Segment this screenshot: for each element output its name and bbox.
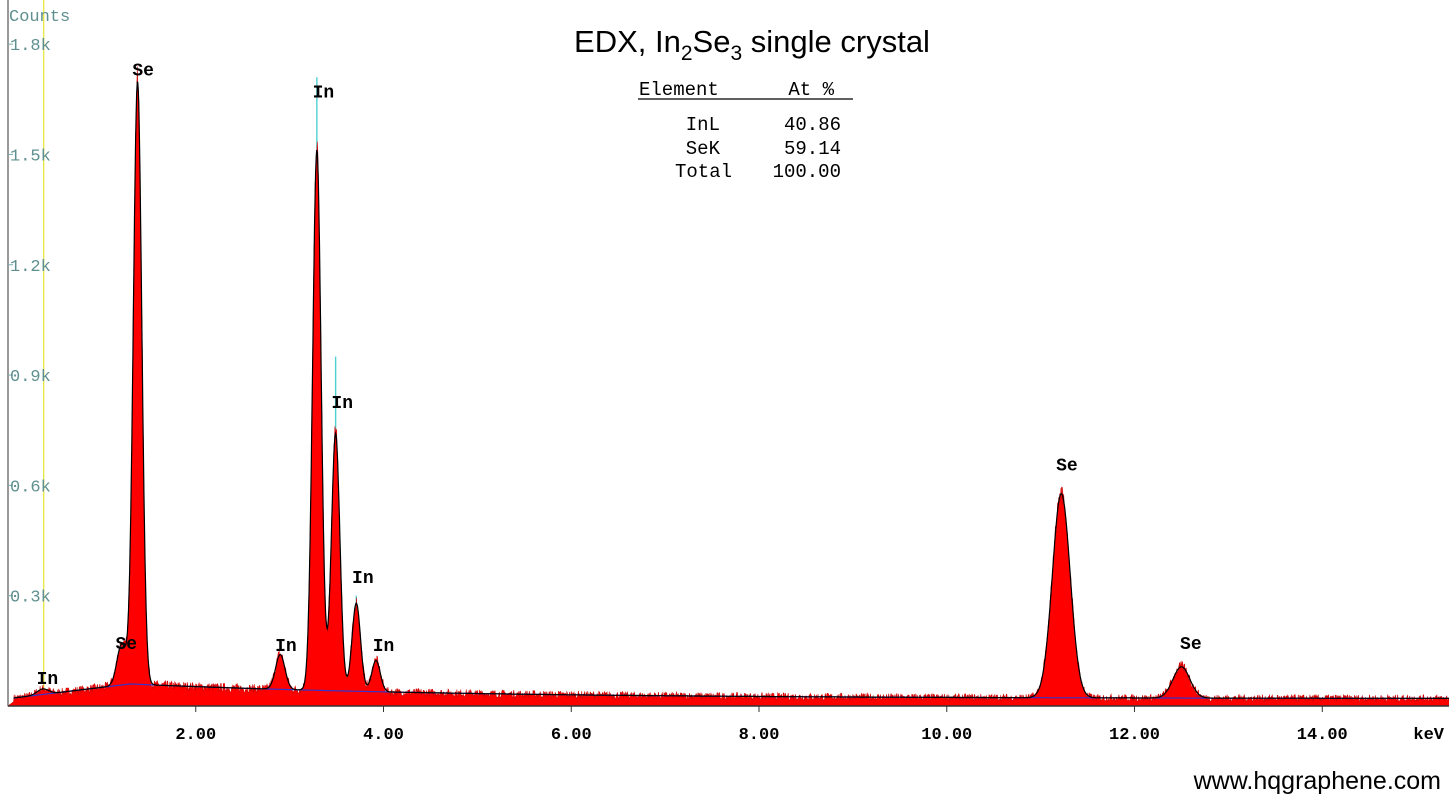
y-tick-label: 1.2k bbox=[10, 258, 51, 277]
y-ticks: 0.3k 0.6k 0.9k 1.2k 1.5k 1.8k bbox=[8, 37, 51, 608]
x-ticks: 2.00 4.00 6.00 8.00 10.00 12.00 14.00 bbox=[175, 706, 1348, 745]
peak-label: Se bbox=[1056, 457, 1078, 477]
peak-label: Se bbox=[115, 635, 137, 655]
x-tick-label: 6.00 bbox=[551, 726, 592, 745]
peak-label: Se bbox=[132, 61, 154, 81]
chart-title: EDX, In2Se3 single crystal bbox=[574, 24, 930, 65]
peak-labels: In Se Se In In In In In Se Se bbox=[37, 61, 1202, 690]
marker-lines bbox=[42, 0, 377, 706]
x-tick-label: 2.00 bbox=[175, 726, 216, 745]
table-row-element: SeK bbox=[686, 138, 721, 160]
y-tick-label: 0.6k bbox=[10, 478, 51, 497]
y-tick-label: 1.5k bbox=[10, 147, 51, 166]
peak-label: In bbox=[352, 569, 374, 589]
table-row-value: 40.86 bbox=[784, 114, 841, 136]
peak-fit-line bbox=[13, 81, 1449, 699]
table-header-element: Element bbox=[639, 79, 719, 101]
peak-label: In bbox=[37, 670, 59, 690]
table-row-value: 59.14 bbox=[784, 138, 841, 160]
peak-label: Se bbox=[1180, 635, 1202, 655]
table-header-at-percent: At % bbox=[788, 79, 834, 101]
y-tick-label: 1.8k bbox=[10, 37, 51, 56]
x-axis-unit: keV bbox=[1413, 726, 1444, 745]
x-tick-label: 14.00 bbox=[1297, 726, 1348, 745]
y-axis-label: Counts bbox=[9, 8, 70, 27]
peak-label: In bbox=[373, 637, 395, 657]
composition-table: Element At % InL 40.86 SeK 59.14 Total 1… bbox=[638, 79, 853, 183]
table-row-element: InL bbox=[686, 114, 720, 136]
peak-label: In bbox=[331, 394, 353, 414]
table-row-value: 100.00 bbox=[773, 161, 841, 183]
table-row-element: Total bbox=[675, 161, 732, 183]
y-tick-label: 0.9k bbox=[10, 368, 51, 387]
x-tick-label: 12.00 bbox=[1109, 726, 1160, 745]
peak-label: In bbox=[275, 637, 297, 657]
x-tick-label: 8.00 bbox=[739, 726, 780, 745]
x-tick-label: 4.00 bbox=[363, 726, 404, 745]
y-tick-label: 0.3k bbox=[10, 589, 51, 608]
watermark: www.hqgraphene.com bbox=[1193, 767, 1441, 795]
x-tick-label: 10.00 bbox=[921, 726, 972, 745]
peak-label: In bbox=[313, 83, 335, 103]
